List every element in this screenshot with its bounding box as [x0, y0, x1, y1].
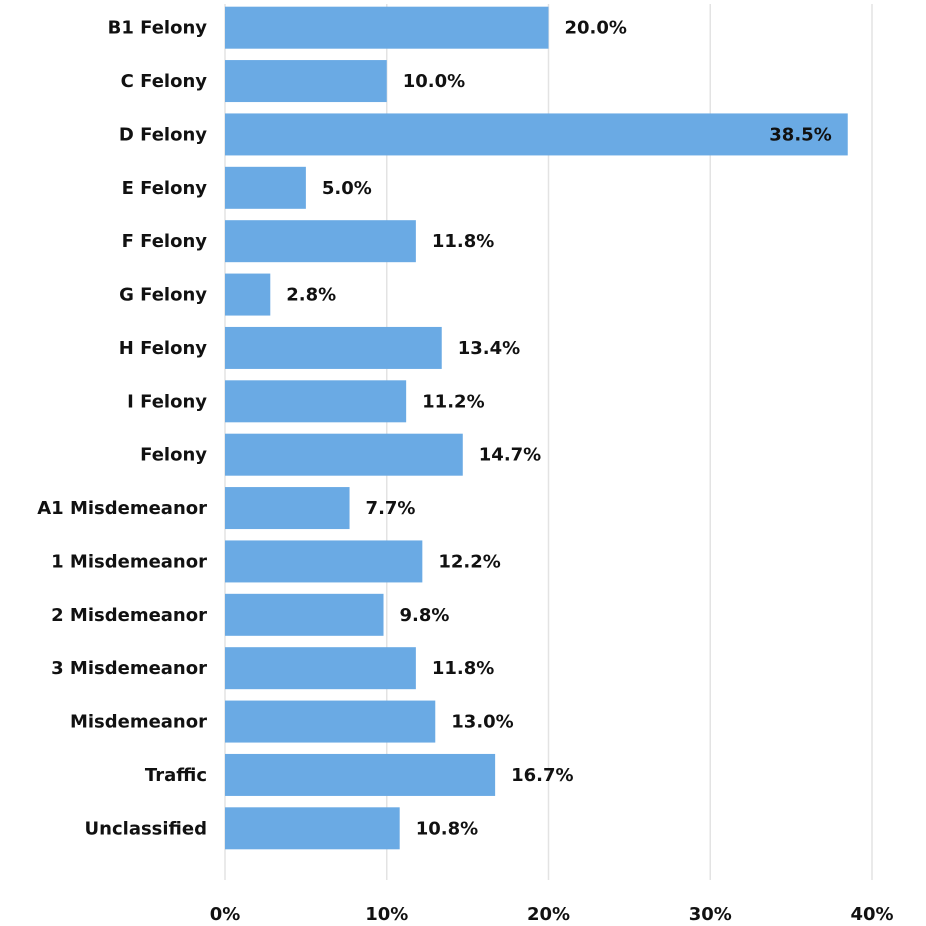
value-label: 11.8%: [432, 658, 494, 679]
value-label: 10.0%: [403, 71, 465, 92]
value-label: 13.0%: [451, 712, 513, 733]
bar: [225, 166, 306, 209]
bar: [225, 326, 442, 369]
bar: [225, 380, 407, 423]
bar: [225, 60, 387, 103]
value-label: 20.0%: [565, 18, 627, 39]
y-tick-label: B1 Felony: [108, 18, 208, 39]
bar: [225, 753, 496, 796]
value-label: 12.2%: [438, 551, 500, 572]
value-label: 7.7%: [366, 498, 416, 519]
value-label: 11.8%: [432, 231, 494, 252]
y-tick-label: Traffic: [145, 765, 207, 786]
y-tick-label: Misdemeanor: [70, 712, 207, 733]
value-label: 10.8%: [416, 818, 478, 839]
value-label: 13.4%: [458, 338, 520, 359]
y-tick-label: 1 Misdemeanor: [51, 551, 207, 572]
y-tick-label: D Felony: [119, 124, 207, 145]
bar: [225, 647, 416, 690]
value-label: 16.7%: [511, 765, 573, 786]
bar: [225, 6, 549, 49]
y-tick-label: Felony: [140, 445, 207, 466]
bar: [225, 273, 271, 316]
y-tick-label: E Felony: [122, 178, 208, 199]
bar: [225, 593, 384, 636]
bar: [225, 700, 436, 743]
bar: [225, 220, 416, 263]
y-tick-label: C Felony: [121, 71, 208, 92]
x-tick-label: 0%: [210, 904, 241, 925]
x-tick-label: 10%: [365, 904, 408, 925]
value-label: 9.8%: [400, 605, 450, 626]
bar: [225, 433, 463, 476]
value-label: 5.0%: [322, 178, 372, 199]
y-tick-label: A1 Misdemeanor: [37, 498, 207, 519]
y-tick-label: Unclassified: [85, 818, 207, 839]
y-tick-label: H Felony: [119, 338, 207, 359]
x-tick-label: 20%: [527, 904, 570, 925]
y-tick-label: F Felony: [122, 231, 208, 252]
bar: [225, 807, 400, 850]
bar: [225, 540, 423, 583]
value-label: 38.5%: [769, 124, 831, 145]
value-label: 11.2%: [422, 391, 484, 412]
value-label: 2.8%: [286, 285, 336, 306]
y-tick-label: I Felony: [127, 391, 207, 412]
y-tick-label: 2 Misdemeanor: [51, 605, 207, 626]
bar: [225, 113, 848, 156]
bar: [225, 487, 350, 530]
y-tick-label: 3 Misdemeanor: [51, 658, 207, 679]
x-tick-label: 40%: [850, 904, 893, 925]
y-tick-label: G Felony: [119, 285, 207, 306]
value-label: 14.7%: [479, 445, 541, 466]
x-tick-label: 30%: [689, 904, 732, 925]
